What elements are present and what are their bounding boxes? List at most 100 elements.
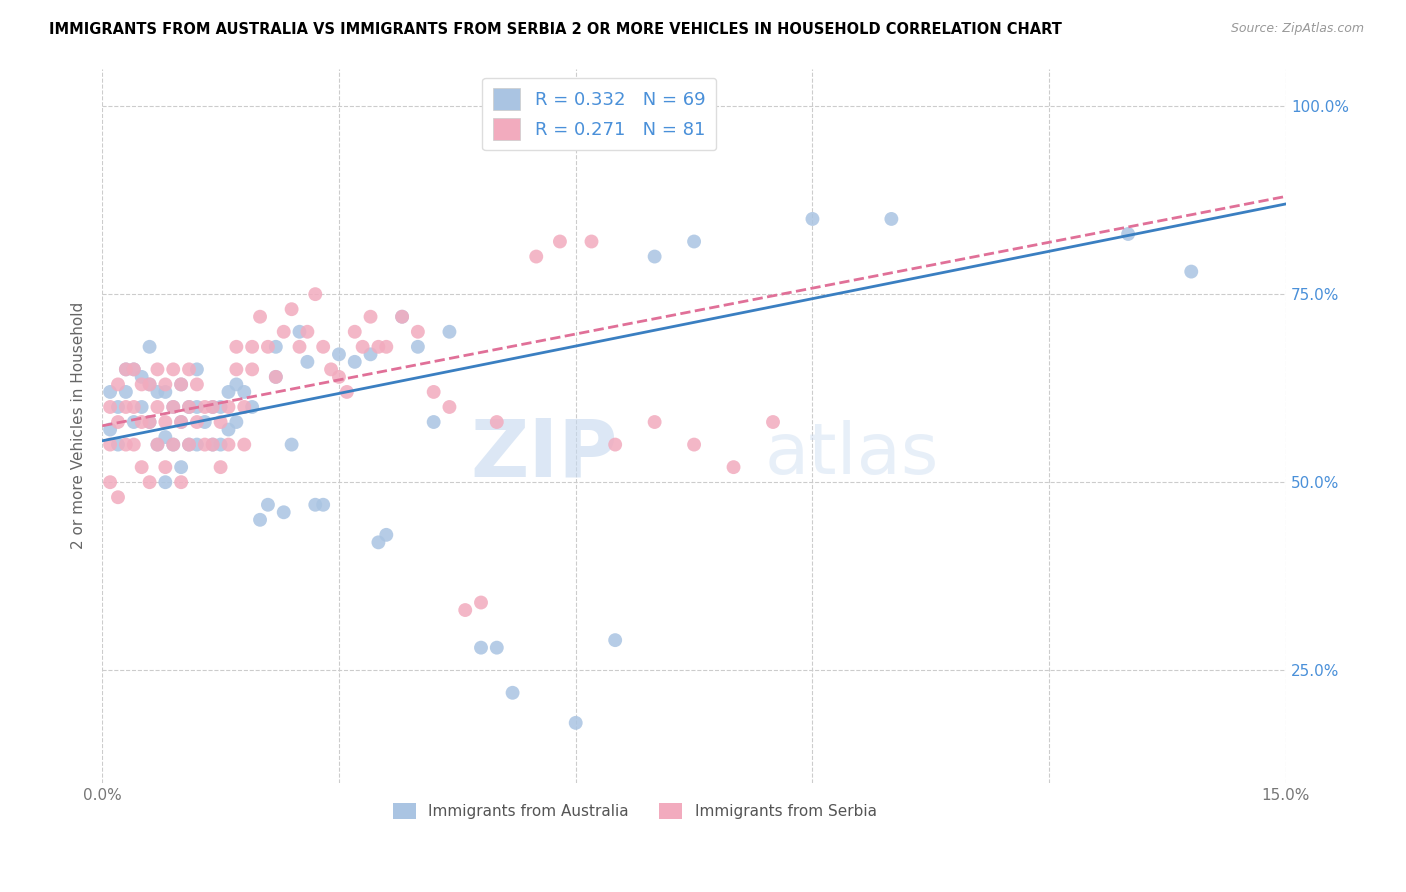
Point: [470, 595, 492, 609]
Point: [98, 400, 121, 414]
Point: [162, 437, 184, 451]
Point: [131, 400, 153, 414]
Point: [391, 310, 413, 324]
Point: [470, 640, 492, 655]
Point: [138, 377, 160, 392]
Point: [131, 377, 153, 392]
Point: [186, 377, 208, 392]
Point: [336, 384, 359, 399]
Point: [170, 415, 193, 429]
Point: [422, 415, 444, 429]
Point: [644, 250, 666, 264]
Point: [406, 325, 429, 339]
Point: [146, 437, 169, 451]
Point: [605, 437, 627, 451]
Point: [186, 437, 208, 451]
Point: [155, 415, 177, 429]
Point: [249, 513, 271, 527]
Point: [115, 437, 138, 451]
Point: [122, 400, 145, 414]
Point: [264, 370, 287, 384]
Point: [762, 415, 785, 429]
Point: [194, 415, 217, 429]
Point: [201, 400, 224, 414]
Point: [288, 340, 311, 354]
Point: [107, 490, 129, 504]
Point: [155, 384, 177, 399]
Point: [122, 362, 145, 376]
Point: [367, 535, 389, 549]
Point: [233, 437, 256, 451]
Point: [131, 415, 153, 429]
Point: [209, 415, 232, 429]
Point: [422, 384, 444, 399]
Point: [328, 370, 350, 384]
Point: [162, 400, 184, 414]
Point: [107, 437, 129, 451]
Point: [107, 415, 129, 429]
Point: [209, 400, 232, 414]
Point: [564, 715, 586, 730]
Point: [240, 340, 263, 354]
Point: [225, 415, 247, 429]
Point: [170, 415, 193, 429]
Point: [225, 377, 247, 392]
Point: [115, 362, 138, 376]
Point: [155, 377, 177, 392]
Point: [605, 633, 627, 648]
Y-axis label: 2 or more Vehicles in Household: 2 or more Vehicles in Household: [72, 302, 86, 549]
Point: [138, 377, 160, 392]
Point: [880, 211, 903, 226]
Point: [454, 603, 477, 617]
Point: [170, 460, 193, 475]
Point: [170, 377, 193, 392]
Point: [319, 362, 342, 376]
Point: [375, 528, 398, 542]
Point: [273, 505, 295, 519]
Point: [360, 310, 382, 324]
Point: [146, 437, 169, 451]
Point: [1116, 227, 1139, 241]
Point: [240, 400, 263, 414]
Legend: Immigrants from Australia, Immigrants from Serbia: Immigrants from Australia, Immigrants fr…: [387, 797, 883, 825]
Point: [177, 437, 200, 451]
Point: [98, 423, 121, 437]
Point: [502, 686, 524, 700]
Point: [297, 355, 319, 369]
Point: [218, 437, 240, 451]
Point: [1180, 264, 1202, 278]
Point: [233, 400, 256, 414]
Point: [343, 325, 366, 339]
Point: [218, 423, 240, 437]
Point: [162, 437, 184, 451]
Point: [115, 384, 138, 399]
Point: [218, 384, 240, 399]
Point: [146, 400, 169, 414]
Point: [194, 437, 217, 451]
Point: [352, 340, 374, 354]
Point: [155, 475, 177, 490]
Point: [98, 437, 121, 451]
Point: [644, 415, 666, 429]
Point: [312, 498, 335, 512]
Text: ZIP: ZIP: [470, 416, 617, 493]
Point: [524, 250, 547, 264]
Point: [240, 362, 263, 376]
Point: [131, 460, 153, 475]
Point: [146, 384, 169, 399]
Point: [122, 437, 145, 451]
Point: [581, 235, 603, 249]
Text: IMMIGRANTS FROM AUSTRALIA VS IMMIGRANTS FROM SERBIA 2 OR MORE VEHICLES IN HOUSEH: IMMIGRANTS FROM AUSTRALIA VS IMMIGRANTS …: [49, 22, 1062, 37]
Point: [288, 325, 311, 339]
Point: [406, 340, 429, 354]
Point: [225, 362, 247, 376]
Point: [98, 384, 121, 399]
Point: [257, 498, 280, 512]
Point: [249, 310, 271, 324]
Point: [201, 437, 224, 451]
Point: [107, 377, 129, 392]
Point: [201, 400, 224, 414]
Point: [122, 415, 145, 429]
Point: [225, 340, 247, 354]
Point: [218, 400, 240, 414]
